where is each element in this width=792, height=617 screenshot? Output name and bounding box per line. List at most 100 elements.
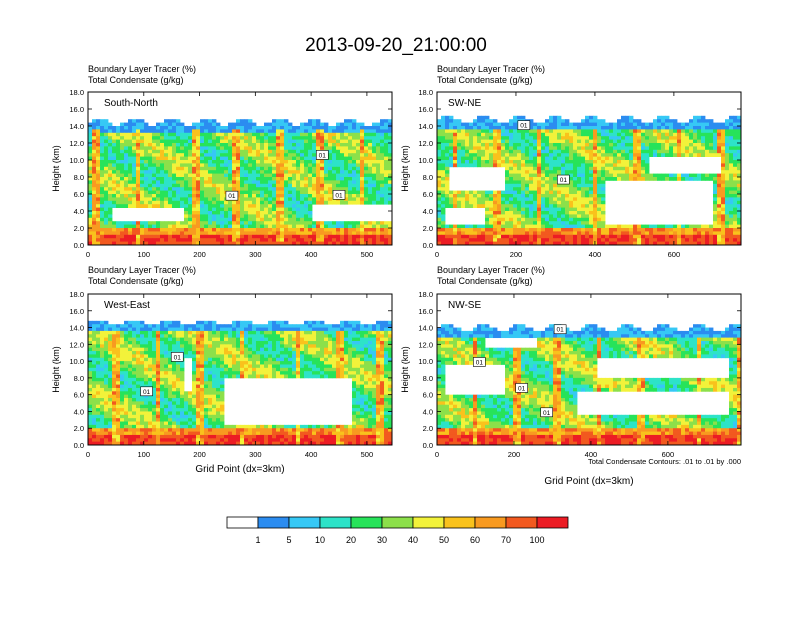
- field-cell: [697, 150, 701, 154]
- field-cell: [136, 126, 140, 130]
- field-cell: [729, 153, 733, 157]
- field-cell: [437, 204, 441, 208]
- field-cell: [148, 235, 152, 239]
- field-cell: [168, 160, 172, 164]
- field-cell: [533, 191, 537, 195]
- field-cell: [713, 228, 717, 232]
- field-cell: [272, 238, 276, 242]
- field-cell: [577, 197, 581, 201]
- panel-name: South-North: [104, 98, 158, 109]
- field-cell: [328, 167, 332, 171]
- field-cell: [108, 201, 112, 205]
- field-cell: [180, 225, 184, 229]
- field-cell: [441, 116, 445, 120]
- field-cell: [637, 163, 641, 167]
- field-cell: [272, 143, 276, 147]
- field-cell: [645, 146, 649, 150]
- field-cell: [493, 146, 497, 150]
- field-cell: [677, 143, 681, 147]
- field-cell: [561, 163, 565, 167]
- field-cell: [505, 129, 509, 133]
- field-cell: [657, 153, 661, 157]
- field-cell: [597, 221, 601, 225]
- field-cell: [605, 160, 609, 164]
- field-cell: [573, 177, 577, 181]
- field-cell: [132, 140, 136, 144]
- field-cell: [477, 225, 481, 229]
- field-cell: [276, 194, 280, 198]
- field-cell: [156, 324, 160, 328]
- field-cell: [565, 157, 569, 161]
- field-cell: [100, 201, 104, 205]
- field-cell: [473, 140, 477, 144]
- field-cell: [220, 153, 224, 157]
- field-cell: [581, 123, 585, 127]
- field-cell: [96, 177, 100, 181]
- field-cell: [328, 221, 332, 225]
- field-cell: [292, 218, 296, 222]
- field-cell: [577, 228, 581, 232]
- field-cell: [316, 177, 320, 181]
- field-cell: [328, 194, 332, 198]
- field-cell: [725, 187, 729, 191]
- field-cell: [224, 129, 228, 133]
- field-cell: [116, 204, 120, 208]
- field-cell: [589, 153, 593, 157]
- field-cell: [717, 177, 721, 181]
- field-cell: [104, 221, 108, 225]
- field-cell: [164, 126, 168, 130]
- field-cell: [360, 167, 364, 171]
- field-cell: [473, 150, 477, 154]
- field-cell: [96, 228, 100, 232]
- field-cell: [144, 228, 148, 232]
- field-cell: [236, 123, 240, 127]
- field-cell: [176, 184, 180, 188]
- field-cell: [324, 143, 328, 147]
- field-cell: [521, 170, 525, 174]
- field-cell: [164, 321, 168, 325]
- field-cell: [368, 177, 372, 181]
- field-cell: [184, 143, 188, 147]
- field-cell: [352, 153, 356, 157]
- field-cell: [172, 123, 176, 127]
- field-cell: [509, 228, 513, 232]
- field-cell: [713, 214, 717, 218]
- field-cell: [441, 238, 445, 242]
- field-cell: [104, 177, 108, 181]
- field-cell: [441, 194, 445, 198]
- field-cell: [553, 143, 557, 147]
- field-cell: [364, 174, 368, 178]
- field-cell: [621, 170, 625, 174]
- field-cell: [505, 140, 509, 144]
- field-cell: [200, 146, 204, 150]
- field-cell: [292, 180, 296, 184]
- field-cell: [733, 191, 737, 195]
- field-cell: [276, 136, 280, 140]
- field-cell: [729, 170, 733, 174]
- field-cell: [164, 157, 168, 161]
- field-cell: [621, 153, 625, 157]
- field-cell: [308, 187, 312, 191]
- field-cell: [168, 221, 172, 225]
- field-cell: [729, 174, 733, 178]
- field-cell: [529, 174, 533, 178]
- field-cell: [204, 177, 208, 181]
- field-cell: [481, 204, 485, 208]
- field-cell: [509, 191, 513, 195]
- field-cell: [264, 133, 268, 137]
- field-cell: [485, 208, 489, 212]
- field-cell: [252, 208, 256, 212]
- field-cell: [264, 194, 268, 198]
- field-cell: [517, 160, 521, 164]
- field-cell: [569, 126, 573, 130]
- field-cell: [192, 197, 196, 201]
- field-cell: [372, 129, 376, 133]
- field-cell: [501, 231, 505, 235]
- field-cell: [340, 221, 344, 225]
- field-cell: [733, 126, 737, 130]
- field-cell: [164, 143, 168, 147]
- field-cell: [228, 170, 232, 174]
- field-cell: [685, 235, 689, 239]
- field-cell: [288, 163, 292, 167]
- field-cell: [509, 180, 513, 184]
